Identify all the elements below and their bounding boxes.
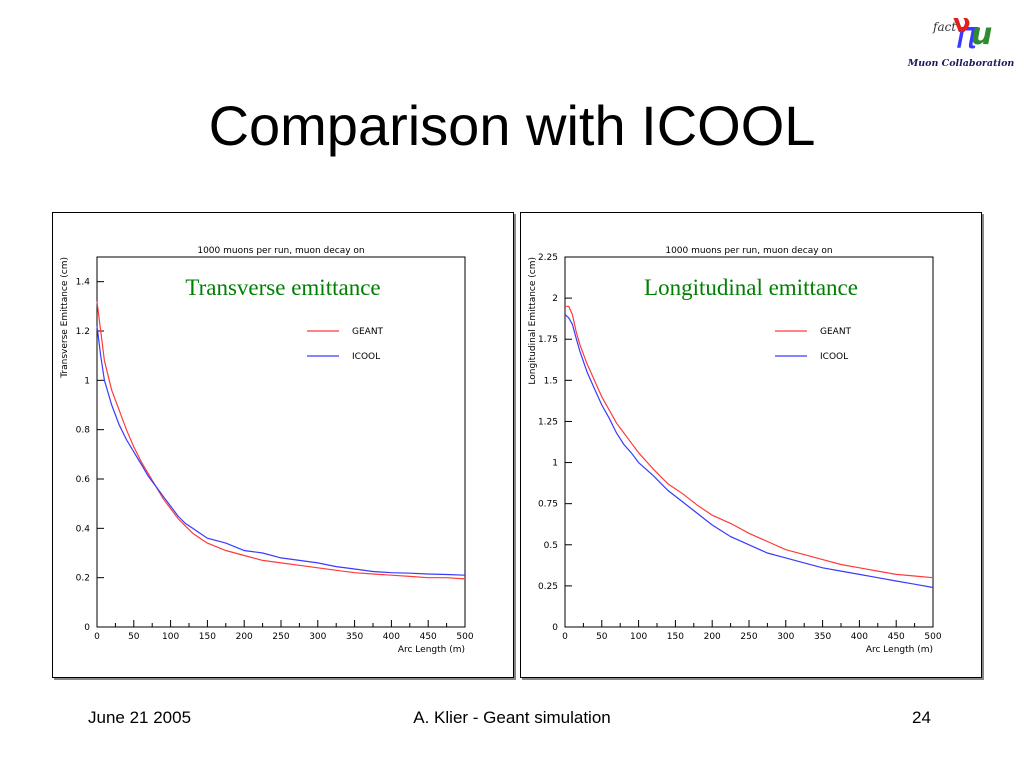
muon-collaboration-logo: π u ν fact Muon Collaboration <box>905 8 1017 76</box>
x-tick-label: 100 <box>162 632 179 642</box>
y-tick-label: 1.4 <box>76 278 91 288</box>
x-tick-label: 400 <box>383 632 400 642</box>
x-tick-label: 200 <box>236 632 253 642</box>
x-tick-label: 0 <box>94 632 100 642</box>
y-tick-label: 2 <box>552 294 558 304</box>
chart-svg: 1000 muons per run, muon decay on 0 50 100 1… <box>528 246 942 655</box>
y-tick-label: 2.25 <box>538 253 558 263</box>
x-tick-label: 500 <box>456 632 473 642</box>
y-tick-label: 0 <box>552 623 558 633</box>
x-tick-label: 200 <box>704 632 721 642</box>
y-tick-label: 0.5 <box>544 541 558 551</box>
longitudinal-emittance-label: Longitudinal emittance <box>644 275 858 300</box>
x-tick-label: 50 <box>596 632 608 642</box>
legend-label-geant: GEANT <box>352 327 384 337</box>
x-tick-label: 250 <box>272 632 289 642</box>
series-line-geant <box>565 305 934 579</box>
svg-text:u: u <box>971 17 992 52</box>
y-tick-label: 1.75 <box>538 335 558 345</box>
chart-title: 1000 muons per run, muon decay on <box>197 246 364 256</box>
x-axis-label: Arc Length (m) <box>866 645 933 655</box>
x-tick-label: 300 <box>309 632 326 642</box>
y-tick-label: 1.2 <box>76 327 90 337</box>
transverse-emittance-chart: 1000 muons per run, muon decay on 0 50 100 1… <box>52 212 514 678</box>
x-tick-label: 450 <box>888 632 905 642</box>
y-tick-label: 1 <box>552 459 558 469</box>
logo-graphic: π u ν <box>953 9 992 57</box>
x-tick-label: 50 <box>128 632 140 642</box>
y-tick-label: 1 <box>84 376 90 386</box>
y-tick-label: 0.4 <box>76 524 91 534</box>
x-tick-label: 0 <box>562 632 568 642</box>
footer-date: June 21 2005 <box>88 708 192 727</box>
series-line-geant <box>96 301 466 580</box>
x-tick-label: 250 <box>740 632 757 642</box>
y-tick-label: 1.5 <box>544 376 558 386</box>
x-tick-label: 300 <box>777 632 794 642</box>
y-tick-label: 0.8 <box>76 426 91 436</box>
footer-center: A. Klier - Geant simulation <box>413 708 611 727</box>
plot-frame <box>96 256 466 628</box>
legend-label-icool: ICOOL <box>352 352 380 362</box>
y-tick-label: 0.25 <box>538 582 558 592</box>
series-line-icool <box>564 314 934 589</box>
y-tick-label: 0.75 <box>538 500 558 510</box>
x-tick-label: 150 <box>199 632 216 642</box>
legend-label-geant: GEANT <box>820 327 852 337</box>
footer-page-number: 24 <box>912 708 931 727</box>
y-tick-label: 0.2 <box>76 574 90 584</box>
series-line-icool <box>96 326 466 576</box>
x-tick-label: 450 <box>420 632 437 642</box>
y-tick-label: 0 <box>84 623 90 633</box>
x-tick-label: 150 <box>667 632 684 642</box>
x-tick-label: 500 <box>924 632 941 642</box>
svg-text:ν: ν <box>953 9 971 39</box>
transverse-emittance-label: Transverse emittance <box>185 275 381 300</box>
logo-caption: Muon Collaboration <box>907 58 1015 69</box>
legend-label-icool: ICOOL <box>820 352 848 362</box>
y-tick-label: 0.6 <box>76 475 91 485</box>
x-tick-label: 350 <box>346 632 363 642</box>
x-axis-label: Arc Length (m) <box>398 645 465 655</box>
x-tick-label: 350 <box>814 632 831 642</box>
svg-text:π: π <box>955 13 979 57</box>
y-axis-label: Transverse Emittance (cm) <box>60 257 70 379</box>
chart-svg: 1000 muons per run, muon decay on 0 50 100 1… <box>60 246 474 655</box>
y-tick-label: 1.25 <box>538 417 558 427</box>
chart-title: 1000 muons per run, muon decay on <box>665 246 832 256</box>
logo-fact-text: fact <box>933 20 957 34</box>
slide-title: Comparison with ICOOL <box>208 94 816 157</box>
y-axis-label: Longitudinal Emittance (cm) <box>528 257 538 385</box>
x-tick-label: 100 <box>630 632 647 642</box>
longitudinal-emittance-chart: 1000 muons per run, muon decay on 0 50 100 1… <box>520 212 982 678</box>
x-tick-label: 400 <box>851 632 868 642</box>
